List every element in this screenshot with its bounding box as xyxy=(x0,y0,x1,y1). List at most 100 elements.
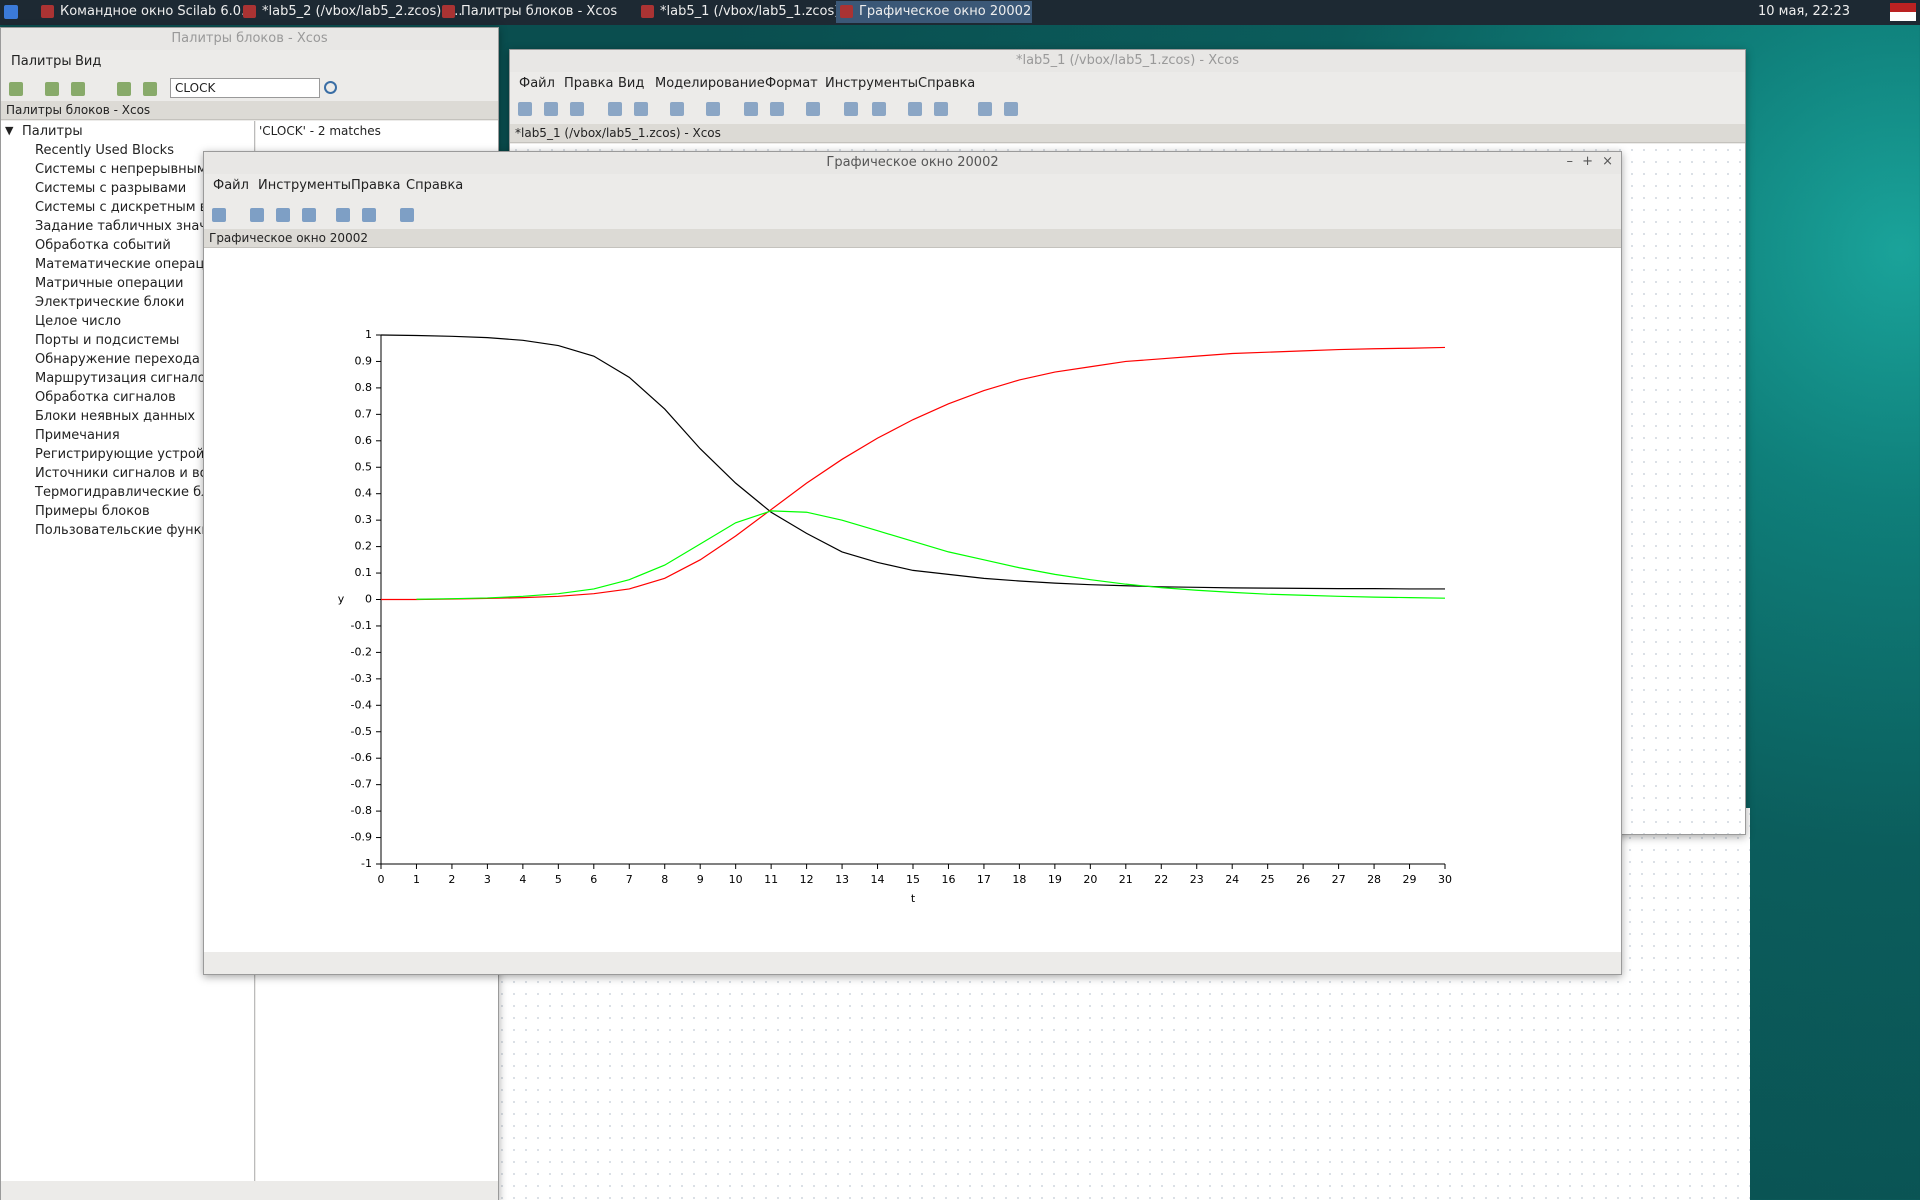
toolbar-button[interactable] xyxy=(9,82,23,96)
task-button[interactable]: *lab5_2 (/vbox/lab5_2.zcos) -... xyxy=(239,1,463,23)
menu-item[interactable]: Вид xyxy=(75,54,102,69)
x-axis-label: t xyxy=(911,892,916,905)
x-tick-label: 7 xyxy=(626,873,633,886)
toolbar-button[interactable] xyxy=(844,102,858,116)
tree-item[interactable]: Блоки неявных данных xyxy=(35,409,196,424)
x-tick-label: 14 xyxy=(871,873,885,886)
x-tick-label: 6 xyxy=(590,873,597,886)
menu-item[interactable]: Инструменты xyxy=(258,178,352,193)
toolbar-button[interactable] xyxy=(872,102,886,116)
task-icon xyxy=(41,5,54,18)
toolbar-button[interactable] xyxy=(634,102,648,116)
x-tick-label: 5 xyxy=(555,873,562,886)
menu-item[interactable]: Инструменты xyxy=(825,76,919,91)
toolbar-button[interactable] xyxy=(806,102,820,116)
tree-item[interactable]: Системы с непрерывным вр xyxy=(35,162,227,177)
toolbar-button[interactable] xyxy=(670,102,684,116)
toolbar-button[interactable] xyxy=(608,102,622,116)
task-label: *lab5_1 (/vbox/lab5_1.zcos) -... xyxy=(660,4,861,19)
tree-item[interactable]: Задание табличных значени xyxy=(35,219,232,234)
tree-item[interactable]: Математические операции xyxy=(35,257,222,272)
x-tick-label: 12 xyxy=(800,873,814,886)
start-menu[interactable] xyxy=(4,5,18,19)
tree-item[interactable]: Источники сигналов и возде xyxy=(35,466,232,481)
menu-item[interactable]: Файл xyxy=(213,178,249,193)
menu-item[interactable]: Справка xyxy=(918,76,976,91)
tree-item[interactable]: Пользовательские функции xyxy=(35,523,228,538)
menu-item[interactable]: Палитры xyxy=(11,54,72,69)
close-button[interactable]: × xyxy=(1602,154,1613,169)
x-tick-label: 18 xyxy=(1012,873,1026,886)
toolbar-button[interactable] xyxy=(770,102,784,116)
tree-item[interactable]: Системы с дискретным врем xyxy=(35,200,234,215)
task-button[interactable]: Палитры блоков - Xcos xyxy=(438,1,628,23)
task-button[interactable]: *lab5_1 (/vbox/lab5_1.zcos) -... xyxy=(637,1,861,23)
task-button[interactable]: Графическое окно 20002 xyxy=(836,1,1032,23)
result-label: 'CLOCK' - 2 matches xyxy=(259,124,381,138)
menu-item[interactable]: Файл xyxy=(519,76,555,91)
toolbar-button[interactable] xyxy=(276,208,290,222)
toolbar-button[interactable] xyxy=(544,102,558,116)
search-input[interactable]: CLOCK xyxy=(170,78,320,98)
tree-item[interactable]: Системы с разрывами xyxy=(35,181,187,196)
tree-item[interactable]: Обработка событий xyxy=(35,238,171,253)
menu-item[interactable]: Формат xyxy=(765,76,818,91)
tree-item[interactable]: Обработка сигналов xyxy=(35,390,176,405)
menu-item[interactable]: Правка xyxy=(564,76,614,91)
toolbar-button[interactable] xyxy=(518,102,532,116)
menu-item[interactable]: Вид xyxy=(618,76,645,91)
y-tick-label: -0.8 xyxy=(351,804,372,817)
task-button[interactable]: Командное окно Scilab 6.0.1 xyxy=(37,1,253,23)
y-tick-label: -0.4 xyxy=(351,698,372,711)
task-label: *lab5_2 (/vbox/lab5_2.zcos) -... xyxy=(262,4,463,19)
minimize-button[interactable]: – xyxy=(1566,154,1574,169)
tree-root[interactable]: Палитры xyxy=(22,124,83,139)
menu-item[interactable]: Правка xyxy=(351,178,401,193)
toolbar-button[interactable] xyxy=(45,82,59,96)
toolbar-button[interactable] xyxy=(250,208,264,222)
window-title: *lab5_1 (/vbox/lab5_1.zcos) - Xcos xyxy=(510,50,1745,72)
toolbar-button[interactable] xyxy=(908,102,922,116)
maximize-button[interactable]: + xyxy=(1582,154,1593,169)
x-tick-label: 29 xyxy=(1403,873,1417,886)
tree-item[interactable]: Примеры блоков xyxy=(35,504,150,519)
x-tick-label: 28 xyxy=(1367,873,1381,886)
toolbar-button[interactable] xyxy=(934,102,948,116)
task-icon xyxy=(243,5,256,18)
toolbar-button[interactable] xyxy=(143,82,157,96)
toolbar-button[interactable] xyxy=(400,208,414,222)
tree-item[interactable]: Порты и подсистемы xyxy=(35,333,180,348)
menu-item[interactable]: Моделирование xyxy=(655,76,765,91)
task-icon xyxy=(442,5,455,18)
toolbar-button[interactable] xyxy=(744,102,758,116)
toolbar-button[interactable] xyxy=(978,102,992,116)
toolbar-button[interactable] xyxy=(706,102,720,116)
task-label: Палитры блоков - Xcos xyxy=(461,4,618,19)
toolbar-button[interactable] xyxy=(71,82,85,96)
tree-item[interactable]: Маршрутизация сигналов xyxy=(35,371,214,386)
x-tick-label: 0 xyxy=(378,873,385,886)
x-tick-label: 11 xyxy=(764,873,778,886)
tree-item[interactable]: Recently Used Blocks xyxy=(35,143,174,158)
tree-item[interactable]: Матричные операции xyxy=(35,276,184,291)
y-tick-label: 0.3 xyxy=(355,513,373,526)
toolbar-button[interactable] xyxy=(212,208,226,222)
toolbar-button[interactable] xyxy=(362,208,376,222)
tree-item[interactable]: Примечания xyxy=(35,428,120,443)
y-tick-label: -0.9 xyxy=(351,831,372,844)
x-tick-label: 24 xyxy=(1225,873,1239,886)
toolbar-button[interactable] xyxy=(336,208,350,222)
tree-toggle[interactable]: ▼ xyxy=(5,124,14,137)
tree-item[interactable]: Обнаружение перехода чере xyxy=(35,352,236,367)
tree-item[interactable]: Регистрирующие устройства xyxy=(35,447,235,462)
search-button[interactable] xyxy=(324,81,337,94)
menu-item[interactable]: Справка xyxy=(406,178,464,193)
y-tick-label: 0 xyxy=(365,593,372,606)
toolbar-button[interactable] xyxy=(1004,102,1018,116)
tree-item[interactable]: Электрические блоки xyxy=(35,295,185,310)
tree-item[interactable]: Термогидравлические блоки xyxy=(35,485,234,500)
toolbar-button[interactable] xyxy=(302,208,316,222)
toolbar-button[interactable] xyxy=(117,82,131,96)
toolbar-button[interactable] xyxy=(570,102,584,116)
tree-item[interactable]: Целое число xyxy=(35,314,122,329)
